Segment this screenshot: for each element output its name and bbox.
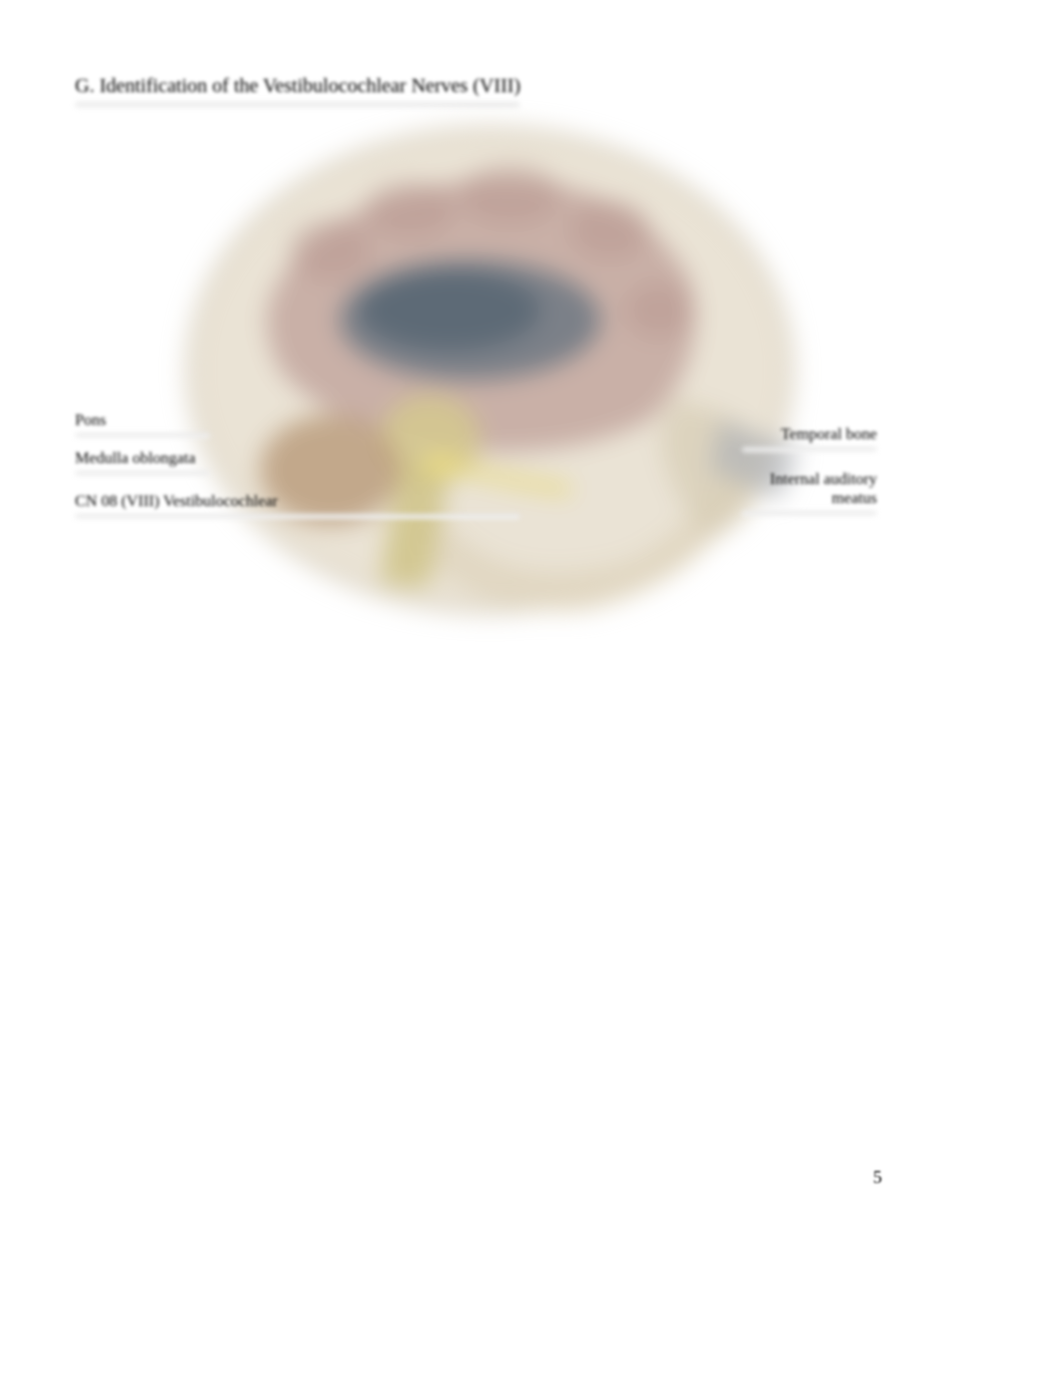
document-page: G. Identification of the Vestibulocochle… <box>0 0 1062 1378</box>
label-medulla-oblongata: Medulla oblongata <box>75 450 195 468</box>
label-pons: Pons <box>75 412 106 430</box>
label-internal-auditory-meatus: Internal auditory meatus <box>757 470 877 508</box>
page-number: 5 <box>873 1167 882 1188</box>
anatomical-diagram <box>150 120 830 660</box>
label-cn08-vestibulocochlear: CN 08 (VIII) Vestibulocochlear <box>75 493 278 511</box>
section-heading: G. Identification of the Vestibulocochle… <box>75 75 521 98</box>
label-temporal-bone: Temporal bone <box>781 426 877 444</box>
